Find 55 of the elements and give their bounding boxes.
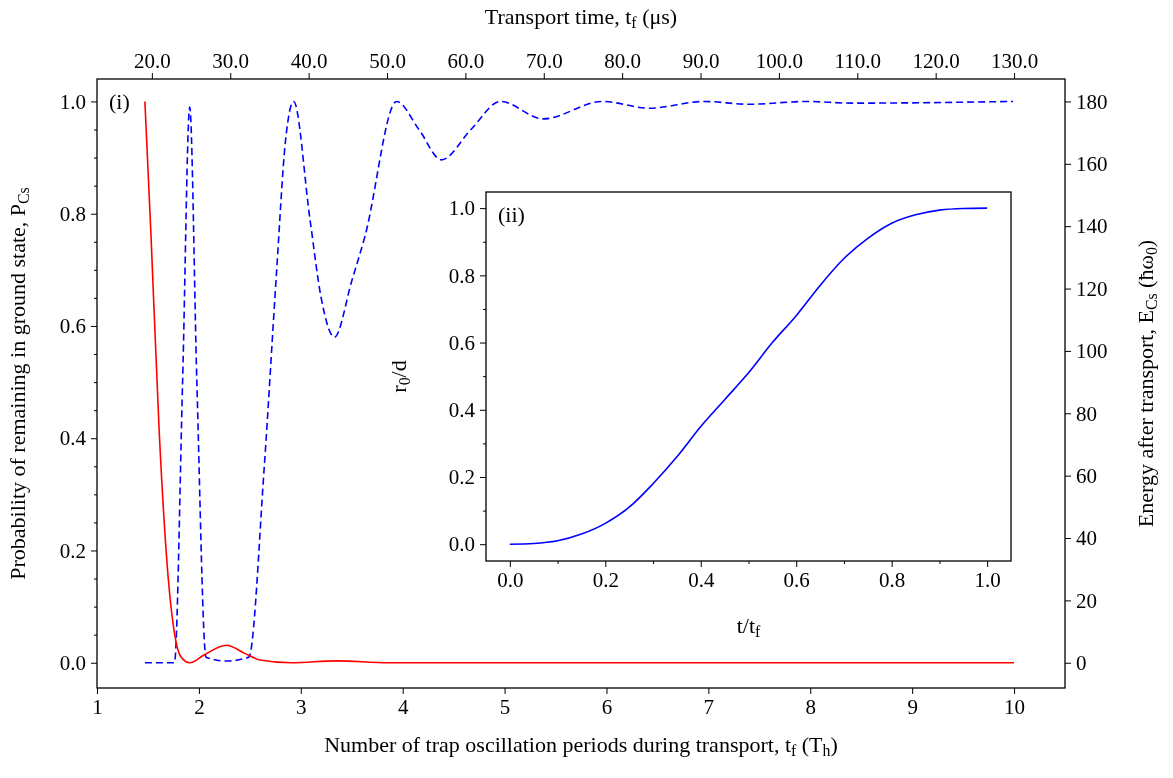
x-tick-label: 5 xyxy=(499,694,511,719)
x2-tick-label: 120.0 xyxy=(912,49,960,73)
y2-tick-label: 20 xyxy=(1076,588,1097,613)
y-tick-label: 0.4 xyxy=(59,426,87,451)
y-tick-label: 0.4 xyxy=(448,397,476,422)
y2-tick-label: 80 xyxy=(1076,401,1097,426)
x-tick-label: 8 xyxy=(805,694,817,719)
y-tick-label: 0.6 xyxy=(59,314,86,339)
x-tick-label: 0.8 xyxy=(879,567,906,592)
y-tick-label: 0.2 xyxy=(59,538,86,563)
x-axis-title: Number of trap oscillation periods during transport, t$_{f}$ (T$_{h}$) xyxy=(324,732,838,759)
x-tick-label: 4 xyxy=(397,694,409,719)
x-tick-label: 9 xyxy=(907,694,918,719)
x2-tick-label: 90.0 xyxy=(682,49,720,73)
y-tick-label: 1.0 xyxy=(59,89,86,114)
y-tick-label: 1.0 xyxy=(448,196,475,221)
x-tick-label: 1 xyxy=(92,694,103,719)
y2-tick-label: 0 xyxy=(1076,650,1087,675)
x2-tick-label: 40.0 xyxy=(290,49,328,73)
x2-tick-label: 50.0 xyxy=(369,49,406,73)
y2-tick-label: 180 xyxy=(1076,89,1108,114)
y2-tick-label: 60 xyxy=(1076,463,1097,488)
x-tick-label: 0.0 xyxy=(497,567,524,592)
x2-tick-label: 20.0 xyxy=(133,49,171,73)
x-tick-label: 3 xyxy=(296,694,307,719)
x-tick-label: 10 xyxy=(1004,694,1026,719)
x-tick-label: 0.6 xyxy=(783,567,810,592)
y2-tick-label: 140 xyxy=(1076,214,1108,239)
annotation: (i) xyxy=(109,89,130,114)
x-tick-label: 1.0 xyxy=(974,567,1001,592)
x2-tick-label: 70.0 xyxy=(525,49,563,73)
y2-tick-label: 120 xyxy=(1076,276,1108,301)
x2-tick-label: 110.0 xyxy=(834,49,882,73)
x-tick-label: 0.4 xyxy=(688,567,715,592)
y-tick-label: 0.0 xyxy=(448,532,475,557)
y2-tick-label: 40 xyxy=(1076,526,1097,551)
y2-tick-label: 100 xyxy=(1076,339,1108,364)
x-tick-label: 2 xyxy=(194,694,205,719)
x-tick-label: 7 xyxy=(703,694,715,719)
annotation: (ii) xyxy=(498,202,525,227)
x2-tick-label: 30.0 xyxy=(212,49,250,73)
x-tick-label: 6 xyxy=(601,694,613,719)
x2-tick-label: 100.0 xyxy=(755,49,804,73)
y-tick-label: 0.6 xyxy=(448,330,475,355)
y-tick-label: 0.8 xyxy=(448,263,475,288)
y-tick-label: 0.8 xyxy=(59,201,86,226)
y2-tick-label: 160 xyxy=(1076,152,1108,177)
x2-tick-label: 60.0 xyxy=(447,49,485,73)
y-tick-label: 0.2 xyxy=(448,465,475,490)
x-axis-title: t/t$_{f}$ xyxy=(736,613,762,640)
y-tick-label: 0.0 xyxy=(59,650,86,675)
x2-axis-title: Transport time, t$_{f}$ (μs) xyxy=(484,4,678,31)
x-tick-label: 0.2 xyxy=(592,567,619,592)
x2-tick-label: 130.0 xyxy=(990,49,1039,73)
x2-tick-label: 80.0 xyxy=(604,49,642,73)
